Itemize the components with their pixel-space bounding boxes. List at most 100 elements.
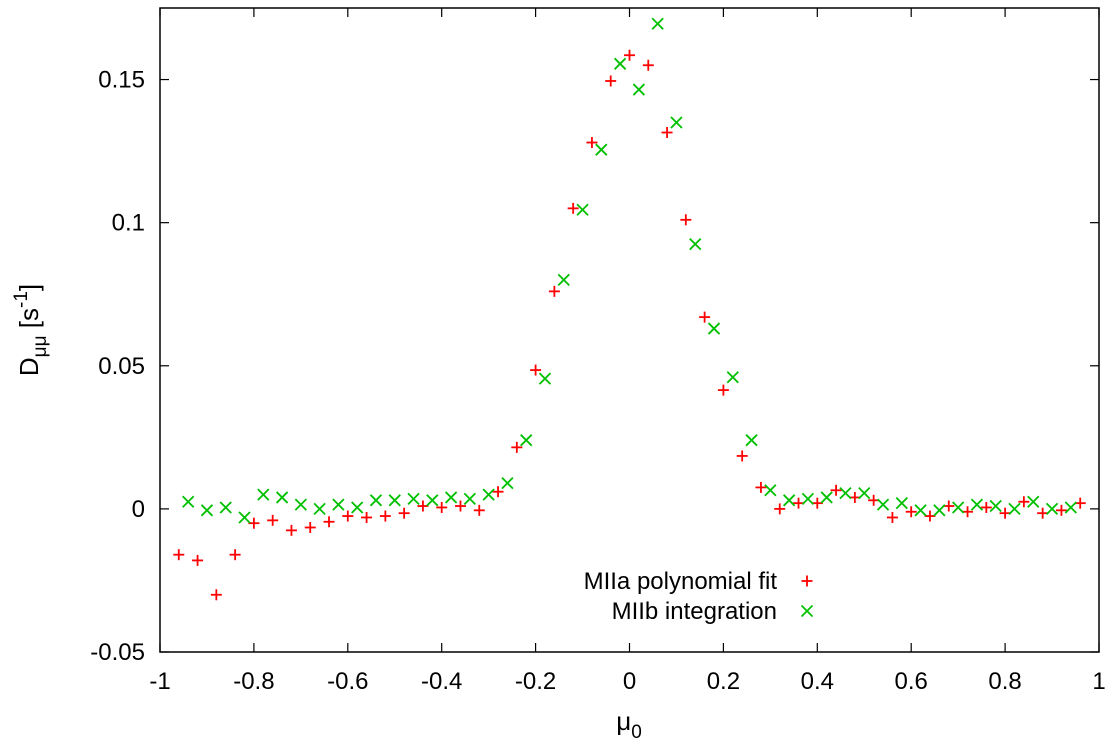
- x-axis-ticks: -1 -0.8 -0.6 -0.4 -0.2 0 0.2 0.4 0.6 0.8 1: [149, 8, 1106, 695]
- legend: MIIa polynomial fit MIIb integration: [584, 568, 814, 625]
- data-point-miib: [764, 484, 777, 497]
- y-axis-label-unit-sup: -1: [11, 291, 32, 308]
- data-point-miia: [454, 500, 466, 512]
- data-point-miib: [182, 495, 195, 508]
- y-axis-label: Dμμ [s-1]: [11, 284, 51, 376]
- legend-marker-cross: [800, 604, 814, 618]
- data-point-miia: [924, 510, 936, 522]
- y-tick-label: 0.1: [112, 210, 145, 237]
- x-tick-label: -0.8: [233, 668, 274, 695]
- data-point-miia: [1055, 504, 1067, 516]
- data-point-miia: [1037, 507, 1049, 519]
- data-point-miia: [192, 554, 204, 566]
- data-point-miia: [736, 450, 748, 462]
- plot-frame: [159, 7, 1100, 653]
- data-point-miib: [595, 143, 608, 156]
- data-point-miia: [173, 549, 185, 561]
- data-point-miib: [820, 491, 833, 504]
- x-axis-label: μ0: [616, 706, 642, 743]
- x-tick-label: 0.2: [707, 668, 740, 695]
- x-tick-label: -1: [149, 668, 170, 695]
- data-point-miia: [943, 500, 955, 512]
- data-point-miib: [557, 273, 570, 287]
- data-point-miia: [642, 59, 654, 71]
- data-point-miib: [538, 372, 552, 385]
- x-axis-label-main: μ: [616, 706, 631, 736]
- data-point-miia: [962, 506, 974, 518]
- data-point-miia: [774, 503, 786, 515]
- y-axis-label-unit-close: ]: [14, 284, 44, 291]
- data-point-miib: [1008, 502, 1021, 516]
- data-point-miia: [379, 510, 391, 522]
- data-point-miib: [858, 487, 871, 500]
- data-point-miib: [689, 237, 702, 251]
- data-point-miib: [989, 499, 1002, 513]
- data-point-miib: [1027, 495, 1040, 508]
- data-point-miib: [876, 498, 890, 511]
- y-tick-label: 0: [132, 496, 145, 523]
- data-point-miia: [210, 589, 222, 601]
- data-point-miia: [361, 511, 373, 523]
- data-point-miib: [914, 504, 927, 517]
- data-point-miia: [699, 311, 711, 323]
- y-tick-label: 0.15: [98, 67, 145, 94]
- data-point-miia: [323, 516, 335, 528]
- data-point-miib: [613, 57, 627, 70]
- data-point-miia: [530, 364, 542, 376]
- data-point-miib: [1064, 501, 1077, 514]
- data-point-miia: [248, 517, 260, 529]
- data-point-miib: [463, 492, 477, 506]
- x-tick-label: 0: [623, 668, 636, 695]
- data-point-miia: [304, 521, 316, 533]
- data-point-miia: [229, 549, 241, 561]
- data-point-miia: [1074, 497, 1086, 509]
- data-point-miib: [801, 492, 815, 506]
- y-tick-label: 0.05: [98, 353, 145, 380]
- data-point-miib: [782, 494, 796, 507]
- y-axis-label-sub: μμ: [30, 335, 51, 357]
- data-point-miib: [426, 494, 439, 507]
- data-point-miib: [707, 322, 721, 335]
- data-point-miib: [219, 501, 232, 514]
- data-point-miia: [717, 384, 729, 396]
- x-tick-label: 0.8: [988, 668, 1021, 695]
- data-point-miia: [342, 510, 354, 522]
- data-point-miib: [482, 488, 495, 501]
- data-points: [173, 17, 1086, 601]
- x-tick-label: 0.6: [895, 668, 928, 695]
- data-point-miia: [398, 507, 410, 519]
- data-point-miib: [332, 498, 345, 511]
- data-point-miib: [726, 371, 739, 384]
- x-tick-label: 1: [1092, 668, 1105, 695]
- data-point-miia: [548, 285, 560, 297]
- data-point-miia: [661, 127, 673, 139]
- data-point-miib: [257, 488, 270, 501]
- x-axis-label-sub: 0: [631, 722, 642, 743]
- data-point-miib: [576, 203, 589, 216]
- data-point-miia: [586, 137, 598, 149]
- legend-cross-symbol: [800, 604, 814, 618]
- data-point-miia: [624, 49, 635, 61]
- y-axis-ticks: -0.05 0 0.05 0.1 0.15: [90, 67, 1099, 666]
- y-axis-label-main: D: [14, 357, 44, 376]
- data-point-miia: [886, 511, 898, 523]
- data-point-miib: [407, 492, 420, 506]
- x-tick-label: -0.2: [515, 668, 556, 695]
- y-tick-label: -0.05: [90, 639, 145, 666]
- data-point-miia: [511, 441, 523, 453]
- data-point-miia: [680, 214, 692, 226]
- data-point-miib: [444, 491, 458, 504]
- data-point-miia: [905, 506, 917, 518]
- data-point-miib: [501, 476, 514, 490]
- x-tick-label: -0.6: [327, 668, 368, 695]
- data-point-miib: [970, 498, 984, 511]
- data-point-miia: [285, 524, 297, 536]
- data-point-miib: [313, 502, 326, 516]
- data-point-miib: [745, 434, 758, 447]
- data-point-miia: [417, 500, 429, 512]
- data-point-miib: [200, 504, 214, 517]
- data-point-miia: [999, 507, 1011, 519]
- data-point-miib: [895, 497, 908, 510]
- data-point-miia: [605, 75, 617, 87]
